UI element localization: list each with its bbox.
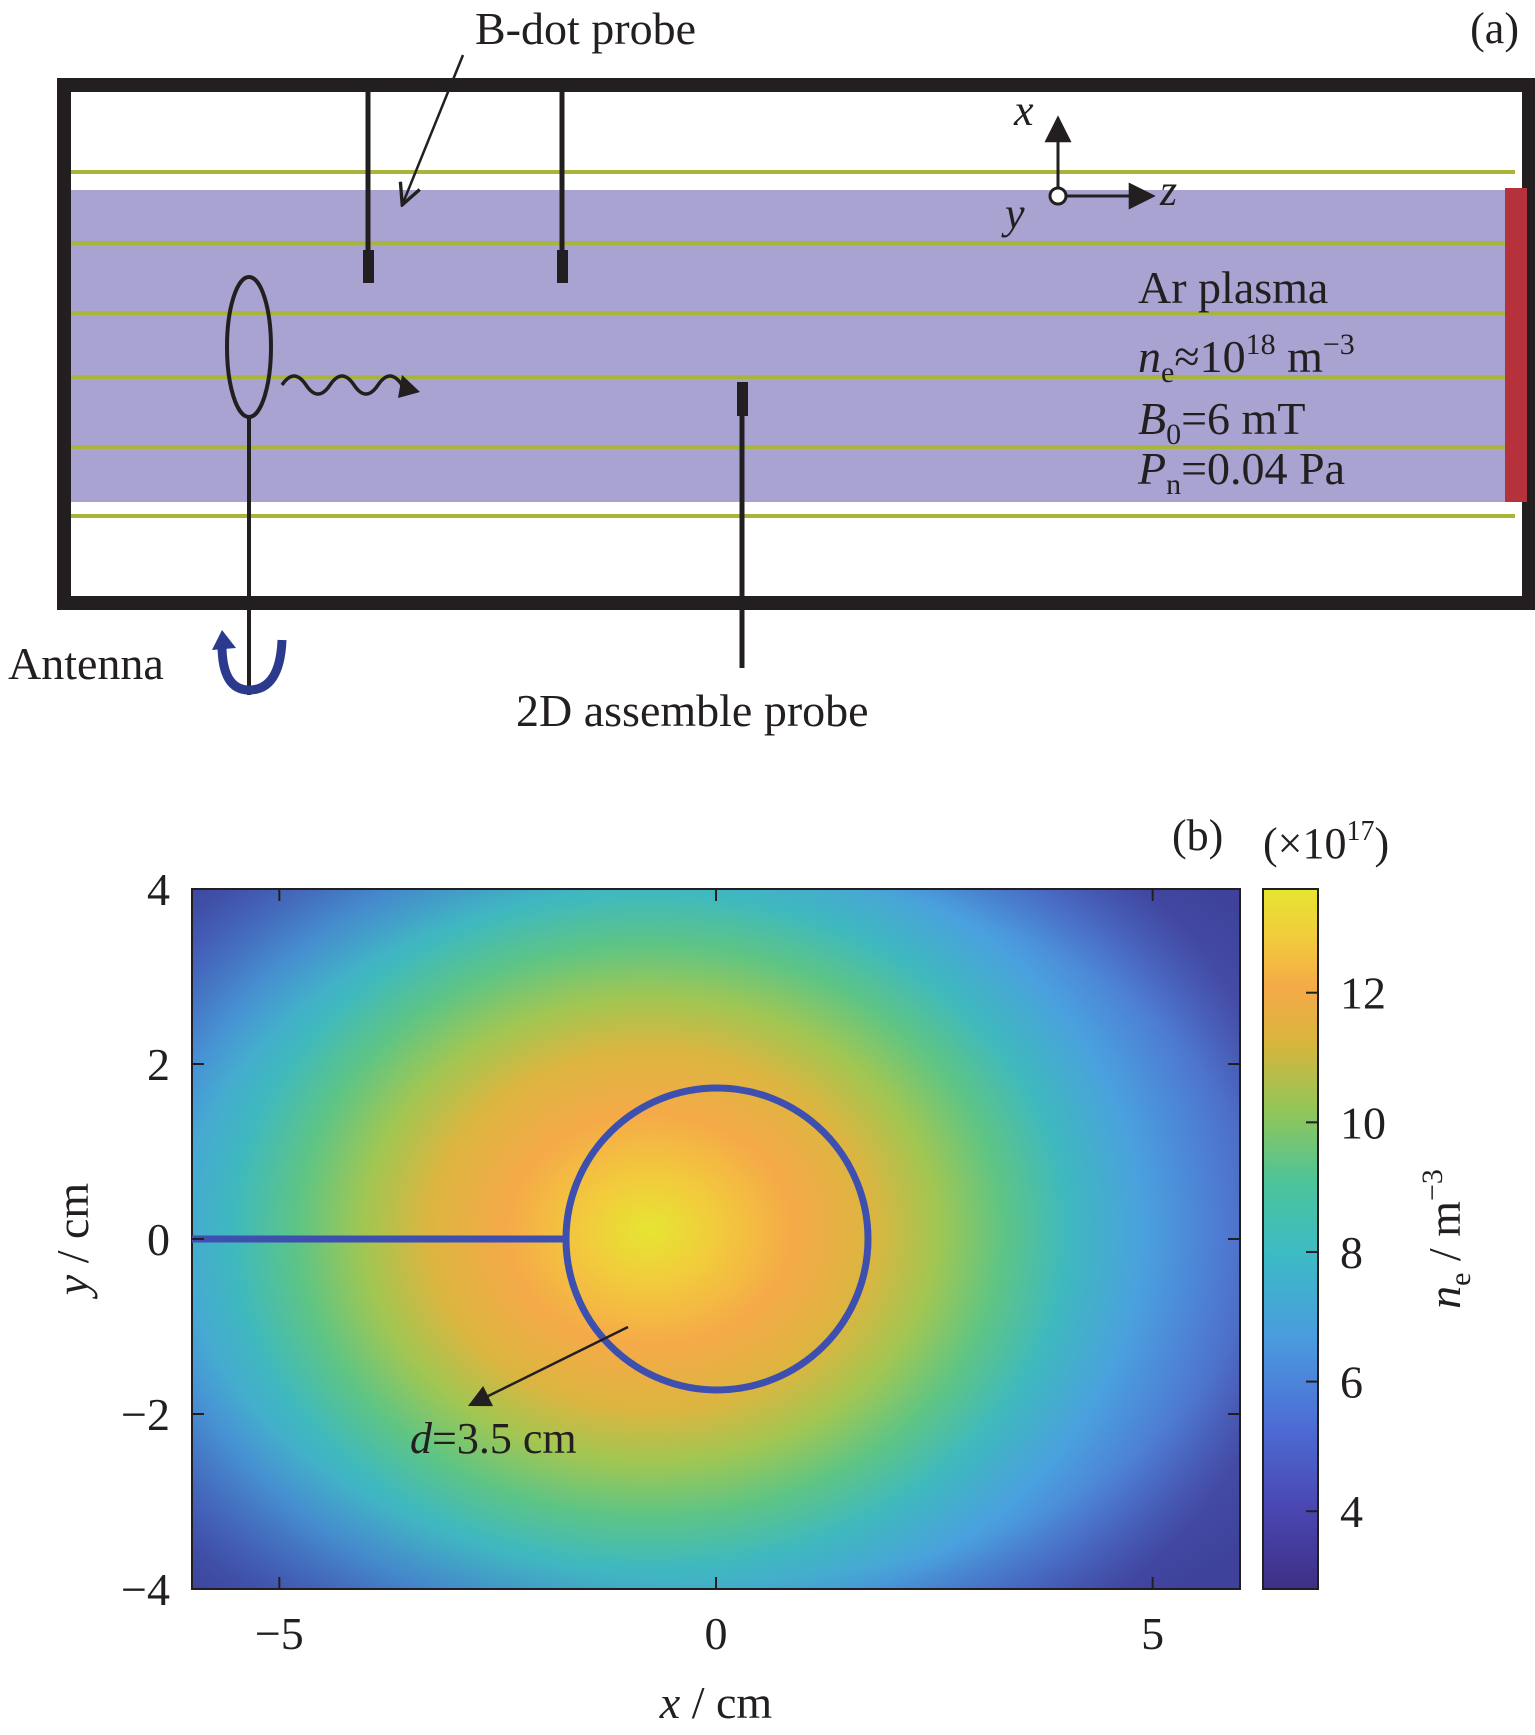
pressure-param: Pn=0.04 Pa	[1137, 443, 1345, 501]
field-param: B0=6 mT	[1138, 393, 1305, 451]
colorbar-label: ne / m−3	[1416, 1169, 1477, 1309]
colorbar-tick-label: 12	[1340, 968, 1386, 1019]
plasma-parameters: Ar plasma ne≈1018 m−3 B0=6 mT Pn=0.04 Pa	[1137, 262, 1355, 501]
colorbar-tick-label: 4	[1340, 1486, 1363, 1537]
field-lines	[71, 170, 1515, 518]
end-plate	[1505, 188, 1527, 502]
colorbar-tick-label: 10	[1340, 1097, 1386, 1148]
bdot-pointer-arrow	[403, 54, 465, 203]
antenna-label: Antenna	[8, 638, 164, 689]
y-tick-label: 4	[147, 864, 170, 915]
coordinate-triad: x y z	[1001, 86, 1177, 238]
triad-x-label: x	[1013, 86, 1034, 135]
bdot-probe-tip	[557, 250, 568, 283]
triad-z-label: z	[1159, 166, 1177, 215]
x-tick-label: 5	[1141, 1608, 1164, 1659]
colorbar-ticks: 12 10 8 6 4	[1306, 968, 1386, 1537]
colorbar-tick-label: 6	[1340, 1357, 1363, 1408]
rotation-arrowhead	[212, 630, 236, 650]
assemble-probe-tip	[737, 382, 748, 416]
y-axis-ticks: 4 2 0 −2 −4	[121, 864, 1240, 1615]
colorbar-multiplier: (×1017)	[1263, 816, 1389, 868]
panel-a-schematic: (a) B-dot probe Antenna	[8, 3, 1535, 736]
y-tick-label: −2	[121, 1389, 170, 1440]
y-tick-label: −4	[121, 1564, 170, 1615]
colorbar-tick-label: 8	[1340, 1227, 1363, 1278]
diameter-pointer	[467, 1325, 629, 1407]
wave-arrowhead	[398, 375, 420, 398]
y-tick-label: 2	[147, 1039, 170, 1090]
density-param: ne≈1018 m−3	[1138, 328, 1355, 389]
panel-a-label: (a)	[1470, 4, 1519, 53]
x-axis-label: x / cm	[659, 1677, 773, 1728]
colorbar	[1262, 888, 1319, 1590]
x-tick-label: 0	[705, 1608, 728, 1659]
x-tick-label: −5	[255, 1608, 304, 1659]
bdot-probe-tip	[363, 250, 374, 283]
diameter-annotation: d=3.5 cm	[410, 1414, 577, 1463]
wave-arrow	[280, 374, 404, 396]
panel-b-density-map: (b) d=3.5 cm −5 0 5 420−2−4 x / cm y / cm …	[47, 811, 1477, 1728]
assemble-probe-label: 2D assemble probe	[516, 685, 869, 736]
panel-b-label: (b)	[1172, 811, 1223, 860]
plasma-title: Ar plasma	[1138, 262, 1328, 313]
triad-y-label: y	[1001, 189, 1025, 238]
y-tick-label: 0	[147, 1214, 170, 1265]
y-axis-label: y / cm	[47, 1183, 98, 1300]
triad-y-origin	[1048, 186, 1068, 206]
bdot-probe-label: B-dot probe	[475, 3, 696, 54]
x-axis-ticks: −5 0 5	[255, 889, 1164, 1659]
rotation-arrow	[217, 639, 287, 695]
